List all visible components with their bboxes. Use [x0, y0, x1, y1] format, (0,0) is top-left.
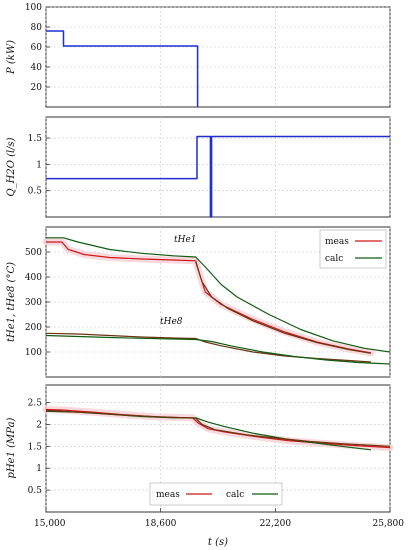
- panel-power-frame: [45, 6, 391, 108]
- panel-flow: 0.5 1 1.5 Q_H2O (l/s): [6, 116, 391, 218]
- panel-power: 20 40 60 80 100 P (kW): [6, 3, 391, 108]
- panel-temperature-series: [42, 237, 391, 365]
- legend-pressure-calc-label: calc: [226, 490, 244, 500]
- series-line-meas-2: [45, 409, 391, 447]
- ytick-label: 100: [25, 348, 42, 358]
- ytick-label: 300: [25, 298, 42, 308]
- legend-temperature-meas-label: meas: [325, 237, 349, 247]
- ytick-label: 2: [36, 420, 42, 430]
- ytick-label: 200: [25, 323, 42, 333]
- ytick-label: 1.5: [28, 442, 43, 452]
- ytick-label: 2.5: [28, 399, 43, 409]
- x-axis-label: t (s): [208, 537, 228, 548]
- panel-flow-yticks: 0.5 1 1.5: [28, 134, 50, 197]
- ytick-label: 20: [31, 83, 43, 93]
- ytick-label: 1: [36, 464, 42, 474]
- panel-temperature-ylabel: tHe1, tHe8 (°C): [6, 262, 17, 342]
- panel-pressure-series: [42, 406, 394, 452]
- panel-flow-ylabel: Q_H2O (l/s): [6, 137, 17, 196]
- ytick-label: 80: [31, 23, 43, 33]
- ytick-label: 1: [36, 160, 42, 170]
- panel-temperature: 100 200 300 400 500 tHe1, tHe8 (°C) tHe1 tHe…: [6, 226, 391, 378]
- series-band-0: [42, 406, 394, 452]
- xtick-label: 22,200: [260, 519, 292, 529]
- legend-pressure-box: [149, 482, 283, 506]
- series-line-calc-3: [45, 334, 391, 365]
- series-line-signal-0: [46, 30, 199, 107]
- ytick-label: 0.5: [28, 486, 43, 496]
- series-line-meas-4: [195, 261, 372, 354]
- xtick-label: 25,800: [373, 519, 405, 529]
- panel-pressure: 0.5 1 1.5 2 2.5 pHe1 (MPa) meas calc: [6, 384, 394, 513]
- panel-pressure-yticks: 0.5 1 1.5 2 2.5: [28, 399, 50, 496]
- ytick-label: 0.5: [28, 187, 43, 197]
- panel-power-yticks: 20 40 60 80 100: [25, 3, 50, 93]
- legend-temperature-calc-label: calc: [325, 254, 343, 264]
- ytick-label: 100: [25, 3, 42, 13]
- x-axis-ticks: 15,000 18,600 22,200 25,800: [34, 508, 404, 529]
- series-line-signal-0: [46, 135, 390, 218]
- panel-power-ylabel: P (kW): [6, 40, 17, 75]
- panel-flow-frame: [45, 116, 391, 218]
- panel-flow-series: [46, 135, 390, 218]
- panel-flow-grid: [45, 117, 391, 217]
- panel-temperature-yticks: 100 200 300 400 500: [25, 248, 50, 358]
- ytick-label: 500: [25, 248, 42, 258]
- ytick-label: 1.5: [28, 134, 43, 144]
- ytick-label: 400: [25, 273, 42, 283]
- xtick-label: 15,000: [34, 519, 66, 529]
- legend-temperature-box: [319, 229, 387, 269]
- legend-pressure-meas-label: meas: [156, 490, 180, 500]
- panel-power-grid: [45, 6, 391, 107]
- panel-power-series: [46, 30, 199, 107]
- series-line-calc-1: [46, 237, 391, 353]
- annotation-the8: tHe8: [160, 317, 183, 327]
- xtick-label: 18,600: [145, 519, 177, 529]
- ytick-label: 60: [31, 43, 43, 53]
- ytick-label: 40: [31, 63, 43, 73]
- panel-pressure-ylabel: pHe1 (MPa): [6, 417, 17, 478]
- annotation-the1: tHe1: [174, 235, 197, 245]
